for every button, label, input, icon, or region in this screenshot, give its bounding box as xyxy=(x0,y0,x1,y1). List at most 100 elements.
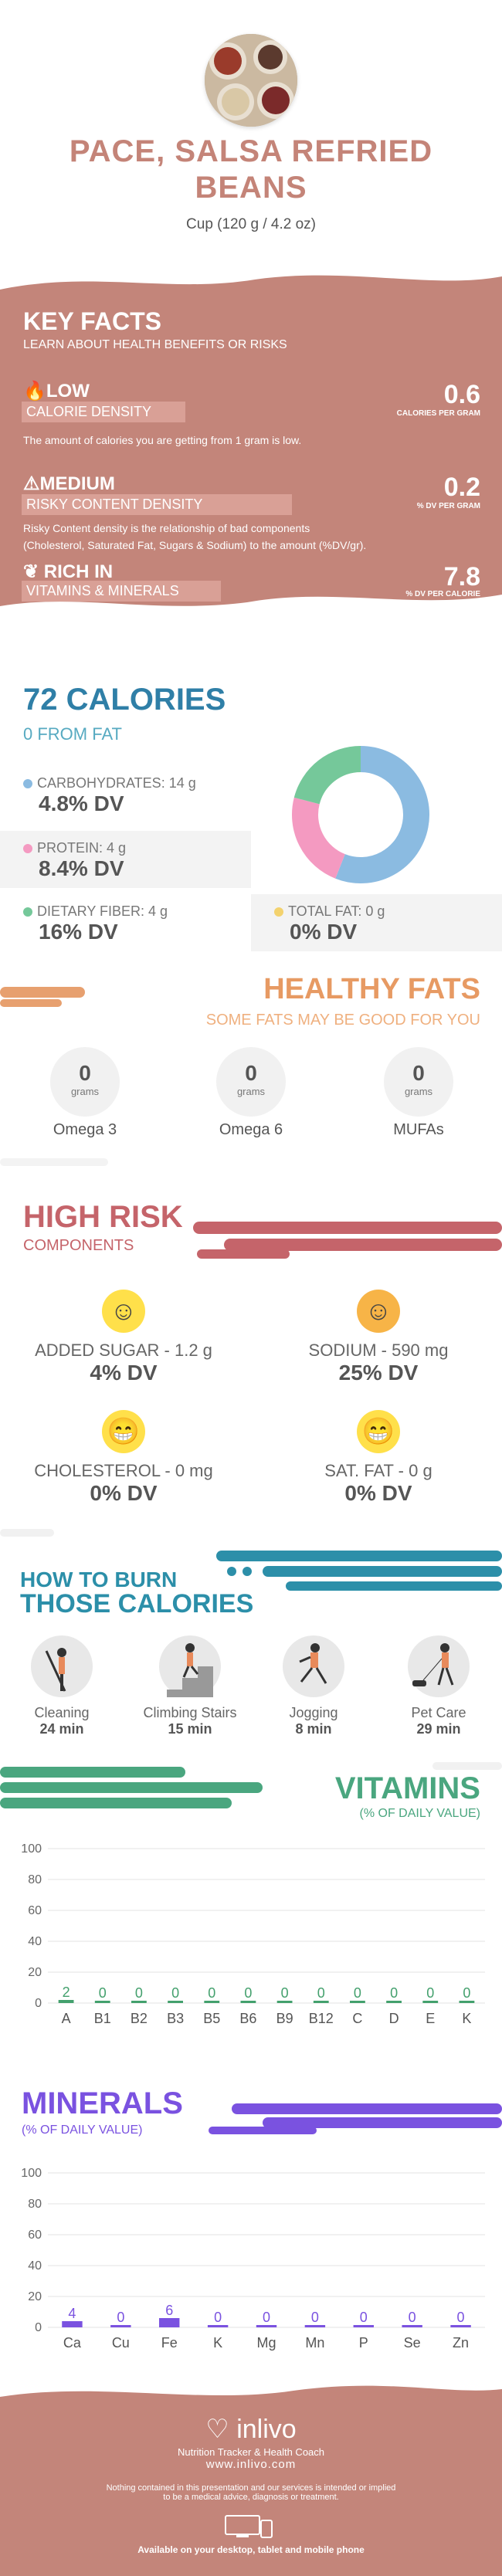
risk-label: CHOLESTEROL - 0 mg xyxy=(34,1461,213,1480)
beans-bowls-image xyxy=(205,34,297,127)
bar xyxy=(207,2325,229,2327)
healthy-fats-list: 0 grams Omega 3 0 grams Omega 6 0 grams … xyxy=(0,1047,502,1155)
x-tick-label: Mn xyxy=(305,2335,324,2351)
bar-value-label: 0 xyxy=(99,1985,107,2001)
fats-decoration xyxy=(0,987,85,1007)
bar-value-label: 4 xyxy=(68,2306,76,2321)
y-tick-label: 0 xyxy=(35,2321,42,2334)
activity-name: Climbing Stairs xyxy=(143,1705,237,1720)
risky-density-value: 0.2 xyxy=(443,473,480,502)
bar xyxy=(402,2325,422,2327)
footer-background xyxy=(0,2385,502,2576)
footer-url[interactable]: www.inlivo.com xyxy=(205,2458,297,2471)
vitamins-density-value: 7.8 xyxy=(443,562,480,591)
risk-label: SAT. FAT - 0 g xyxy=(324,1461,432,1480)
protein-dot xyxy=(23,844,32,854)
fat-dv: 0% DV xyxy=(290,920,358,944)
food-title-line1: PACE, SALSA REFRIED xyxy=(69,134,433,168)
fat-name: Omega 6 xyxy=(219,1121,283,1138)
x-tick-label: B5 xyxy=(203,2011,220,2026)
minerals-title: MINERALS xyxy=(22,2086,183,2120)
fiber-row: DIETARY FIBER: 4 g 16% DV xyxy=(23,903,168,944)
fat-value: 0 xyxy=(79,1061,91,1085)
stairs-icon xyxy=(159,1635,221,1697)
grin-face-icon: 😁 xyxy=(102,1410,145,1453)
risky-density-label: RISKY CONTENT DENSITY xyxy=(22,494,292,515)
y-tick-label: 100 xyxy=(21,2167,42,2180)
high-risk-subtitle: COMPONENTS xyxy=(23,1237,134,1254)
donut-slice-protein xyxy=(292,797,346,879)
x-tick-label: A xyxy=(62,2011,71,2026)
bar xyxy=(159,2318,180,2327)
burn-title-line2: THOSE CALORIES xyxy=(20,1589,254,1618)
jogging-icon xyxy=(283,1635,344,1697)
flame-icon: 🔥 xyxy=(23,381,46,402)
fat-item-mufas: 0 grams MUFAs xyxy=(365,1047,473,1139)
x-tick-label: B9 xyxy=(276,2011,293,2026)
inlivo-logo: ♡ inlivo xyxy=(0,2414,502,2445)
bar-value-label: 0 xyxy=(208,1985,215,2001)
x-tick-label: Ca xyxy=(63,2335,82,2351)
vitamins-decoration xyxy=(0,1762,502,1808)
donut-slice-carbs xyxy=(335,746,429,883)
disclaimer-line1: Nothing contained in this presentation a… xyxy=(106,2483,396,2493)
x-tick-label: K xyxy=(213,2335,222,2351)
bar-value-label: 0 xyxy=(409,2310,416,2325)
high-risk-decoration xyxy=(0,1158,502,1259)
fat-circle: 0 grams xyxy=(50,1047,120,1117)
bar-value-label: 0 xyxy=(317,1985,325,2001)
x-tick-label: B6 xyxy=(239,2011,256,2026)
fat-item-omega3: 0 grams Omega 3 xyxy=(31,1047,139,1139)
calories-from-fat: 0 FROM FAT xyxy=(23,724,122,744)
y-tick-label: 80 xyxy=(28,1873,42,1886)
warning-icon: ⚠ xyxy=(23,473,40,494)
fat-row: TOTAL FAT: 0 g 0% DV xyxy=(251,894,502,951)
burn-decoration xyxy=(0,1529,502,1591)
protein-label: PROTEIN: 4 g xyxy=(37,840,127,856)
x-tick-label: E xyxy=(426,2011,435,2026)
bar-value-label: 0 xyxy=(263,2310,270,2325)
key-facts-background xyxy=(0,275,502,606)
carbs-dv: 4.8% DV xyxy=(39,791,124,815)
bar-value-label: 6 xyxy=(165,2303,173,2318)
fat-label: TOTAL FAT: 0 g xyxy=(288,903,385,919)
bar-value-label: 0 xyxy=(360,2310,368,2325)
fat-unit: grams xyxy=(236,1086,266,1097)
brand-name: inlivo xyxy=(236,2415,297,2444)
vitamins-minerals-label: VITAMINS & MINERALS xyxy=(22,581,221,602)
fat-dot xyxy=(274,907,283,917)
minerals-bar-chart: 100 80 60 40 20 0 4 Ca 0 Cu 6 Fe 0 K 0 Mg 0 Mn 0 P 0 Se 0 Zn xyxy=(21,2167,485,2351)
risky-level: ⚠MEDIUM xyxy=(23,473,115,494)
bar xyxy=(276,2001,293,2003)
activity-name: Cleaning xyxy=(34,1705,90,1720)
activity-time: 15 min xyxy=(168,1721,212,1737)
y-tick-label: 80 xyxy=(28,2198,42,2211)
calorie-density-unit: CALORIES PER GRAM xyxy=(396,409,480,418)
minerals-subtitle: (% OF DAILY VALUE) xyxy=(22,2124,143,2137)
food-title-line2: BEANS xyxy=(195,171,307,205)
y-tick-label: 40 xyxy=(28,2259,42,2273)
dog-walking-icon xyxy=(408,1635,470,1697)
x-tick-label: B1 xyxy=(94,2011,111,2026)
burn-item-climbing: Climbing Stairs 15 min xyxy=(136,1635,244,1737)
bar xyxy=(168,2001,183,2003)
cleaning-icon xyxy=(31,1635,93,1697)
x-tick-label: Mg xyxy=(256,2335,276,2351)
bar xyxy=(313,2001,329,2003)
activity-name: Pet Care xyxy=(411,1705,466,1720)
bar xyxy=(94,2001,110,2003)
food-image xyxy=(205,34,297,127)
activity-time: 8 min xyxy=(295,1721,332,1737)
activity-name: Jogging xyxy=(289,1705,338,1720)
key-facts-section: KEY FACTS LEARN ABOUT HEALTH BENEFITS OR… xyxy=(0,270,502,610)
available-text: Available on your desktop, tablet and mo… xyxy=(137,2544,365,2555)
vitamins-subtitle: (% OF DAILY VALUE) xyxy=(359,1807,480,1820)
risk-dv: 0% DV xyxy=(344,1481,412,1505)
y-tick-label: 60 xyxy=(28,1904,42,1917)
protein-row: PROTEIN: 4 g 8.4% DV xyxy=(0,831,251,888)
fat-item-omega6: 0 grams Omega 6 xyxy=(197,1047,305,1139)
risk-dv: 25% DV xyxy=(338,1361,419,1385)
bar xyxy=(459,2001,475,2003)
fat-circle: 0 grams xyxy=(384,1047,453,1117)
bar-value-label: 0 xyxy=(281,1985,289,2001)
